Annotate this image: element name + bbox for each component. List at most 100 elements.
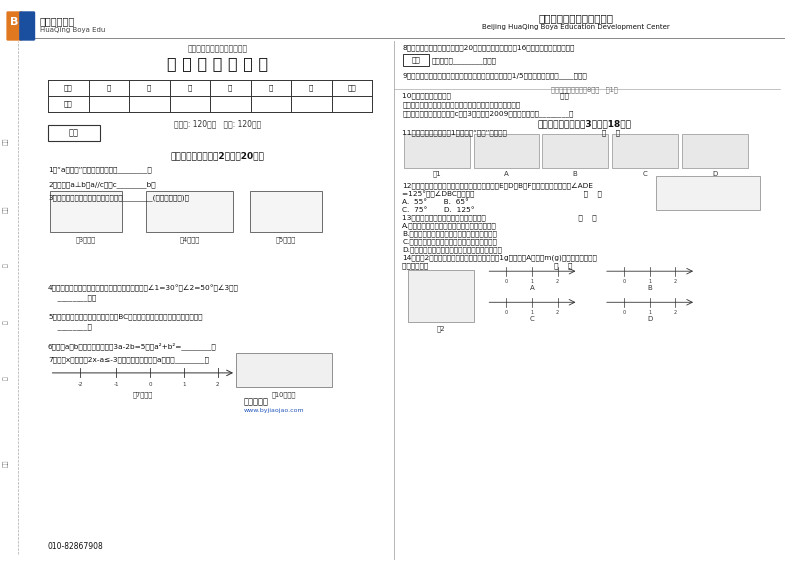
Text: C.质检部门对各厂家生产的电池使用寿命的调查: C.质检部门对各厂家生产的电池使用寿命的调查 — [402, 238, 498, 245]
Text: 2、若直线a⊥b，a//c，则c________b。: 2、若直线a⊥b，a//c，则c________b。 — [48, 181, 156, 188]
Text: D: D — [647, 316, 652, 322]
Text: 7、关于x的不等式2x-a≤-3的解集如图所示，则a的値是________。: 7、关于x的不等式2x-a≤-3的解集如图所示，则a的値是________。 — [48, 357, 209, 363]
Text: 1: 1 — [530, 310, 534, 315]
Text: -1: -1 — [114, 382, 118, 387]
Text: （5题图）: （5题图） — [275, 236, 296, 243]
Text: 得分: 得分 — [69, 129, 79, 138]
Bar — [474, 134, 539, 168]
Text: 1、“a是负数”用不等式可表示为________。: 1、“a是负数”用不等式可表示为________。 — [48, 166, 152, 173]
Bar — [50, 191, 122, 232]
Text: A: A — [504, 171, 509, 177]
Text: 9、一个正多边形，它的一个外角等于与它相邻的内角的1/5，则这个多边形是____边形。: 9、一个正多边形，它的一个外角等于与它相邻的内角的1/5，则这个多边形是____… — [402, 72, 587, 79]
Text: 一、填空题（每小题2分，入20分）: 一、填空题（每小题2分，入20分） — [170, 151, 265, 160]
Text: 七 年 级 数 学 试 卷: 七 年 级 数 学 试 卷 — [167, 56, 268, 72]
Text: 0: 0 — [149, 382, 152, 387]
Text: 七年级数学第二学期期末考试: 七年级数学第二学期期末考试 — [187, 45, 248, 54]
Text: B: B — [647, 285, 652, 291]
Bar — [236, 353, 332, 387]
Text: 二、选择题（每小题3分，入18分）: 二、选择题（每小题3分，入18分） — [537, 120, 631, 129]
Text: 四: 四 — [228, 85, 233, 92]
Text: A: A — [530, 285, 534, 291]
Bar — [542, 134, 608, 168]
Text: 图1: 图1 — [433, 171, 441, 177]
Text: B.电视台对正在播出的某电视节目收视率的调查: B.电视台对正在播出的某电视节目收视率的调查 — [402, 231, 498, 237]
Text: 题号: 题号 — [64, 85, 73, 92]
Text: 0: 0 — [505, 310, 508, 315]
Text: =125°，则∠DBC的度数为                                              （    ）: =125°，则∠DBC的度数为 （ ） — [402, 191, 602, 198]
Text: 一: 一 — [106, 85, 111, 92]
Text: www.byjiaojao.com: www.byjiaojao.com — [244, 408, 305, 413]
Text: 8、一条轮船顺流航行，每小时20千米；逆流航行每小时16千米。那么这条轮船在静: 8、一条轮船顺流航行，每小时20千米；逆流航行每小时16千米。那么这条轮船在静 — [402, 45, 574, 51]
Text: 2: 2 — [674, 279, 677, 284]
Text: 中每小时行________千米。: 中每小时行________千米。 — [432, 57, 497, 64]
Text: 总分: 总分 — [347, 85, 356, 92]
Text: D: D — [713, 171, 718, 177]
Text: 北京华清博雅教育发展中心: 北京华清博雅教育发展中心 — [538, 14, 614, 24]
Bar — [408, 270, 474, 322]
Text: C: C — [530, 316, 534, 322]
Text: （时间: 120分钟   总分: 120分）: （时间: 120分钟 总分: 120分） — [174, 120, 262, 129]
Text: 11、通过平移，可将图1中的福娃“欢欢”移动到图                                        （    ）: 11、通过平移，可将图1中的福娃“欢欢”移动到图 （ ） — [402, 129, 621, 136]
Text: 五: 五 — [269, 85, 273, 92]
Text: 1: 1 — [530, 279, 534, 284]
Text: 0: 0 — [622, 310, 626, 315]
Text: 1: 1 — [648, 279, 651, 284]
Text: 2: 2 — [556, 279, 559, 284]
Text: （10题图）: （10题图） — [272, 392, 296, 398]
Text: 5、如图，一扇窗户打开后，用窗钉BC可将其固定，这里所运用的几何原理是: 5、如图，一扇窗户打开后，用窗钉BC可将其固定，这里所运用的几何原理是 — [48, 314, 202, 320]
Text: A.  55°       B.  65°: A. 55° B. 65° — [402, 199, 469, 205]
Text: ________度。: ________度。 — [48, 294, 96, 301]
Text: 线: 线 — [3, 264, 8, 267]
FancyBboxPatch shape — [19, 11, 35, 41]
Text: 七年级数学试卷（兲8页）   第1页: 七年级数学试卷（兲8页） 第1页 — [550, 86, 618, 93]
Text: A.环保部门对淮河某段水域的水污染情况的调查: A.环保部门对淮河某段水域的水污染情况的调查 — [402, 223, 497, 229]
Text: 14、如图2，天平右盘中的每个码码的质量都是1g，则物体A的质量m(g)的取値范围，在数: 14、如图2，天平右盘中的每个码码的质量都是1g，则物体A的质量m(g)的取値范… — [402, 254, 598, 261]
Text: B: B — [10, 17, 18, 27]
Text: （3题图）: （3题图） — [75, 236, 96, 243]
Text: 稳水: 稳水 — [412, 56, 420, 63]
Bar — [682, 134, 748, 168]
Text: 2: 2 — [556, 310, 559, 315]
Bar — [404, 134, 470, 168]
Text: C.  75°       D.  125°: C. 75° D. 125° — [402, 207, 475, 213]
Bar — [612, 134, 678, 168]
Text: Beijing HuaQing Boya Education Development Center: Beijing HuaQing Boya Education Developme… — [482, 24, 670, 30]
Text: D.企业在给职工做工作服前进行的尺寸大小的调查: D.企业在给职工做工作服前进行的尺寸大小的调查 — [402, 246, 502, 253]
Text: B: B — [573, 171, 578, 177]
Text: 订: 订 — [3, 377, 8, 380]
Text: 博雅家教网: 博雅家教网 — [244, 398, 269, 407]
Bar — [48, 125, 100, 141]
Text: 6、已知a，b互为相反数，并且3a-2b=5，则a²+b²=________。: 6、已知a，b互为相反数，并且3a-2b=5，则a²+b²=________。 — [48, 342, 217, 350]
Text: 得分: 得分 — [64, 101, 73, 107]
Text: 班级: 班级 — [3, 205, 8, 213]
Text: 12、如图，一把矩形直尺沿直线断开并错位，点E、D、B、F在同一条直线上，若∠ADE: 12、如图，一把矩形直尺沿直线断开并错位，点E、D、B、F在同一条直线上，若∠A… — [402, 182, 594, 189]
Text: 轴上可表示为                                                     （    ）: 轴上可表示为 （ ） — [402, 262, 573, 269]
Text: 装: 装 — [3, 320, 8, 324]
Text: 0: 0 — [622, 279, 626, 284]
Text: 4、如图，将三角板的直角顶点放在直尺的一边上，∠1=30°，∠2=50°，∠3等于: 4、如图，将三角板的直角顶点放在直尺的一边上，∠1=30°，∠2=50°，∠3等… — [48, 284, 239, 292]
Text: 13、下列调查工作需采用的普查方式的是                                       （    ）: 13、下列调查工作需采用的普查方式的是 （ ） — [402, 215, 597, 221]
Text: -2: -2 — [78, 382, 82, 387]
Text: 个小格子中都填入一个整数，使得其中任意三个相邻格子中所: 个小格子中都填入一个整数，使得其中任意三个相邻格子中所 — [402, 102, 521, 108]
Text: 二: 二 — [147, 85, 151, 92]
Text: 1: 1 — [182, 382, 186, 387]
Text: 3、如图，小手盖住的点的坐标可能为________(写出一个即可)。: 3、如图，小手盖住的点的坐标可能为________(写出一个即可)。 — [48, 194, 189, 201]
Text: 三: 三 — [187, 85, 192, 92]
Text: （7题图）: （7题图） — [132, 392, 153, 398]
Bar — [403, 54, 429, 66]
Text: 华清博雅教育: 华清博雅教育 — [40, 16, 75, 26]
Text: C: C — [642, 171, 647, 177]
Text: （4题图）: （4题图） — [179, 236, 200, 243]
Text: 学校: 学校 — [3, 459, 8, 467]
Bar — [146, 191, 233, 232]
FancyBboxPatch shape — [6, 11, 22, 41]
Text: 10、如图，从左到右，                                              在每: 10、如图，从左到右， 在每 — [402, 93, 570, 99]
Text: 2: 2 — [674, 310, 677, 315]
Text: 1: 1 — [648, 310, 651, 315]
Text: ________。: ________。 — [48, 324, 92, 331]
Text: 0: 0 — [505, 279, 508, 284]
Text: 填整数之和都相等，可求得c等于3，那么第2009个格子中的数为________。: 填整数之和都相等，可求得c等于3，那么第2009个格子中的数为________。 — [402, 111, 574, 118]
Text: 姓名: 姓名 — [3, 137, 8, 145]
Text: 六: 六 — [309, 85, 314, 92]
Text: 010-82867908: 010-82867908 — [48, 542, 104, 551]
